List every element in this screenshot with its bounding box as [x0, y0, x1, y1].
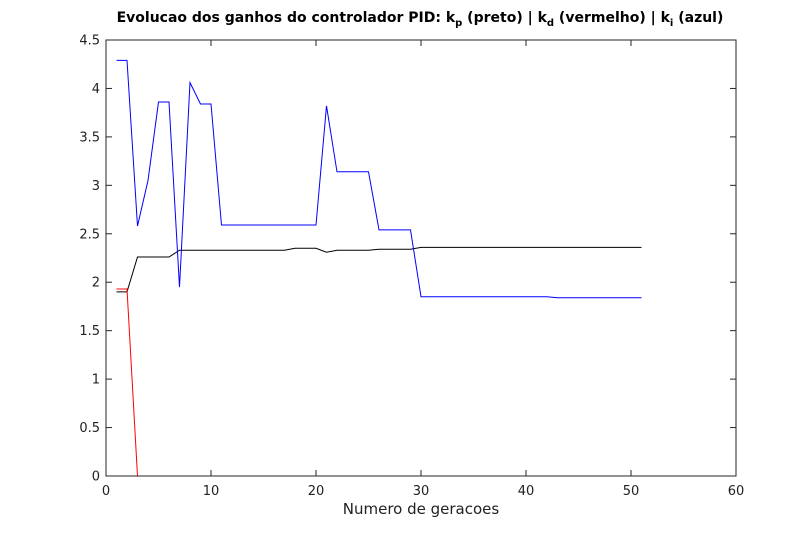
title-kp-subscript: p — [455, 18, 463, 29]
title-ki-subscript: i — [669, 18, 674, 29]
title-ki-desc: (azul) — [673, 10, 724, 26]
chart-title: Evolucao dos ganhos do controlador PID: … — [0, 10, 812, 29]
x-tick-label: 0 — [102, 484, 110, 499]
x-tick-label: 20 — [308, 484, 325, 499]
x-tick-label: 40 — [518, 484, 535, 499]
y-tick-label: 4.5 — [79, 34, 100, 49]
x-tick-label: 60 — [728, 484, 745, 499]
x-tick-label: 50 — [623, 484, 640, 499]
plot-area-frame — [105, 39, 737, 477]
title-kp-desc: (preto) | k — [462, 10, 547, 26]
x-tick-label: 30 — [413, 484, 430, 499]
y-tick-label: 3 — [92, 179, 100, 194]
x-tick-label: 10 — [203, 484, 220, 499]
x-axis-label: Numero de geracoes — [343, 500, 500, 518]
plot-area-background — [106, 40, 736, 476]
y-tick-label: 1 — [92, 373, 100, 388]
y-tick-label: 0 — [92, 470, 100, 485]
series-line-0 — [116, 246, 642, 293]
y-tick-label: 2 — [92, 276, 100, 291]
y-tick-label: 2.5 — [79, 227, 100, 242]
series-line-2 — [116, 59, 642, 299]
y-tick-label: 3.5 — [79, 130, 100, 145]
y-tick-label: 0.5 — [79, 421, 100, 436]
y-tick-label: 1.5 — [79, 324, 100, 339]
title-prefix: Evolucao dos ganhos do controlador PID: … — [116, 10, 456, 26]
title-kd-subscript: d — [546, 18, 555, 29]
title-kd-desc: (vermelho) | k — [554, 10, 670, 26]
y-tick-label: 4 — [92, 82, 100, 97]
